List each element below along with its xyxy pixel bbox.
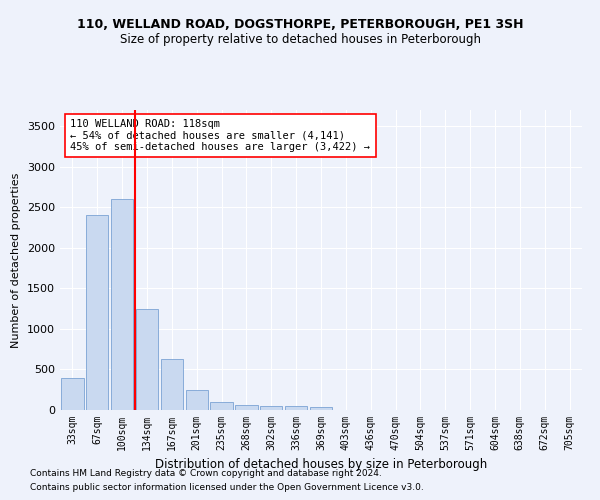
Bar bbox=[185, 390, 208, 410]
Bar bbox=[310, 407, 332, 410]
Bar bbox=[285, 406, 307, 410]
Y-axis label: Number of detached properties: Number of detached properties bbox=[11, 172, 22, 348]
Bar bbox=[111, 199, 133, 410]
Bar bbox=[161, 359, 183, 410]
Bar bbox=[61, 378, 83, 410]
Bar bbox=[86, 216, 109, 410]
Text: Size of property relative to detached houses in Peterborough: Size of property relative to detached ho… bbox=[119, 32, 481, 46]
Text: 110, WELLAND ROAD, DOGSTHORPE, PETERBOROUGH, PE1 3SH: 110, WELLAND ROAD, DOGSTHORPE, PETERBORO… bbox=[77, 18, 523, 30]
Text: Contains HM Land Registry data © Crown copyright and database right 2024.: Contains HM Land Registry data © Crown c… bbox=[30, 468, 382, 477]
Bar bbox=[235, 405, 257, 410]
Text: Contains public sector information licensed under the Open Government Licence v3: Contains public sector information licen… bbox=[30, 484, 424, 492]
Bar bbox=[136, 308, 158, 410]
Text: 110 WELLAND ROAD: 118sqm
← 54% of detached houses are smaller (4,141)
45% of sem: 110 WELLAND ROAD: 118sqm ← 54% of detach… bbox=[70, 119, 370, 152]
Bar bbox=[260, 406, 283, 410]
Bar bbox=[211, 402, 233, 410]
X-axis label: Distribution of detached houses by size in Peterborough: Distribution of detached houses by size … bbox=[155, 458, 487, 471]
